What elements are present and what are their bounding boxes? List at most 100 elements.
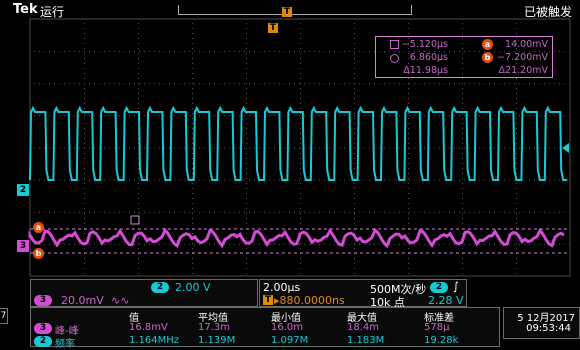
grid-dot [369,115,370,117]
grid-dot [124,243,125,245]
ch2-ground-marker[interactable]: 2 [17,184,29,196]
grid-dot [192,153,193,154]
grid-dot [524,147,525,149]
grid-dot [219,211,220,213]
grid-dot [529,179,530,181]
grid-dot [174,211,175,213]
grid-dot [299,179,300,181]
grid-dot [354,243,355,245]
grid-dot [516,218,517,219]
grid-dot [184,243,185,245]
grid-dot [394,243,395,245]
grid-dot [99,147,100,149]
grid-dot [384,51,385,53]
grid-dot [192,48,193,49]
grid-dot [34,83,35,85]
grid-dot [49,243,50,245]
cursor-b-level: −7.200mV [497,52,548,63]
grid-dot [516,103,517,104]
grid-dot [462,248,463,249]
grid-dot [300,153,301,154]
grid-dot [408,238,409,239]
side-menu-tab[interactable]: 7 [0,308,8,324]
grid-dot [209,243,210,245]
channel-settings-panel[interactable]: 2 2.00 V 3 20.0mV ∿∿ [30,279,258,307]
grid-dot [174,51,175,53]
grid-dot [414,211,415,213]
grid-dot [509,211,510,213]
grid-dot [462,28,463,29]
ch3-pill[interactable]: 3 [34,295,52,306]
grid-dot [89,243,90,245]
grid-dot [44,179,45,181]
grid-dot [514,179,515,181]
grid-dot [354,48,355,49]
grid-dot [144,115,145,117]
grid-dot [444,243,445,245]
grid-dot [138,148,139,149]
grid-dot [104,51,105,53]
grid-dot [224,83,225,85]
trigger-level-marker[interactable] [562,143,569,153]
grid-dot [192,103,193,104]
grid-dot [399,147,400,149]
grid-dot [369,179,370,181]
timebase-panel[interactable]: 2.00μs 500M次/秒 T ▸880.0000ns 10k 点 2 ∫ 2… [259,279,467,309]
grid-dot [462,93,463,94]
grid-dot [94,51,95,53]
ch3-ground-marker[interactable]: 3 [17,240,29,252]
grid-dot [39,211,40,213]
cursor-a-badge[interactable]: a [33,222,44,233]
grid-dot [462,98,463,99]
grid-dot [464,179,465,181]
ch2-pill[interactable]: 2 [151,282,169,293]
grid-dot [354,98,355,99]
grid-dot [314,115,315,117]
date: 5 12月2017 [517,313,575,324]
grid-dot [219,51,220,53]
grid-dot [246,268,247,269]
grid-dot [138,268,139,269]
grid-dot [516,128,517,129]
grid-dot [54,179,55,181]
ch2-scale[interactable]: 2.00 V [175,281,211,294]
trigger-level[interactable]: 2.28 V [428,294,464,307]
grid-dot [319,83,320,85]
grid-dot [516,83,517,84]
cursor-b-badge[interactable]: b [33,248,44,259]
grid-dot [354,198,355,199]
grid-dot [554,179,555,181]
grid-dot [444,211,445,213]
grid-dot [84,115,85,117]
grid-dot [244,243,245,245]
grid-dot [369,51,370,53]
grid-dot [79,83,80,85]
grid-dot [300,138,301,139]
grid-dot [300,243,301,244]
grid-dot [408,133,409,134]
grid-dot [259,147,260,149]
grid-dot [74,243,75,245]
grid-dot [344,51,345,53]
ch3-scale[interactable]: 20.0mV [61,294,104,307]
grid-dot [408,213,409,214]
grid-dot [119,115,120,117]
grid-dot [408,33,409,34]
grid-dot [394,115,395,117]
grid-dot [409,51,410,53]
horizontal-scale[interactable]: 2.00μs [263,281,301,294]
grid-dot [192,223,193,224]
horizontal-delay[interactable]: ▸880.0000ns [274,294,345,307]
grid-dot [494,211,495,213]
trigger-source-pill[interactable]: 2 [430,282,448,293]
grid-dot [354,78,355,79]
grid-dot [516,258,517,259]
grid-dot [84,163,85,164]
grid-dot [516,58,517,59]
grid-dot [462,178,463,179]
grid-dot [224,179,225,181]
grid-dot [359,147,360,149]
trigger-slope-icon[interactable]: ∫ [453,280,459,293]
grid-dot [149,211,150,213]
grid-dot [319,115,320,117]
